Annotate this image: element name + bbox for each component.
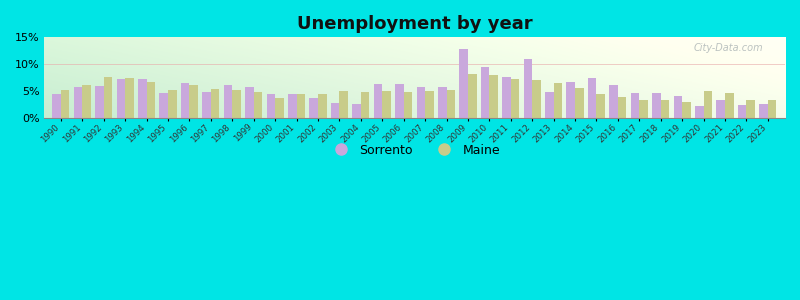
Bar [382,91,391,118]
Bar [331,103,339,118]
Bar [339,91,348,118]
Bar [481,67,490,118]
Bar [82,85,91,118]
Bar [738,105,746,118]
Bar [181,83,190,118]
Bar [361,92,370,118]
Bar [532,80,541,118]
Bar [759,103,768,118]
Bar [168,89,177,118]
Bar [610,85,618,118]
Bar [524,59,532,118]
Bar [138,79,146,118]
Bar [768,100,777,118]
Bar [597,94,605,118]
Title: Unemployment by year: Unemployment by year [297,15,532,33]
Bar [674,96,682,118]
Bar [74,87,82,118]
Bar [502,77,510,118]
Bar [310,98,318,118]
Bar [117,79,125,118]
Bar [224,85,232,118]
Bar [725,93,734,118]
Bar [159,93,168,118]
Bar [297,94,305,118]
Bar [104,77,112,118]
Bar [438,87,446,118]
Bar [490,75,498,118]
Bar [404,92,412,118]
Bar [245,87,254,118]
Bar [446,89,455,118]
Bar [95,86,104,118]
Bar [639,100,648,118]
Bar [288,94,297,118]
Bar [266,94,275,118]
Bar [554,83,562,118]
Bar [352,103,361,118]
Bar [695,106,703,118]
Bar [588,78,597,118]
Bar [395,84,404,118]
Bar [318,94,326,118]
Bar [618,97,626,118]
Bar [202,92,211,118]
Bar [566,82,575,118]
Bar [52,94,61,118]
Text: City-Data.com: City-Data.com [693,43,762,53]
Bar [661,100,670,118]
Bar [125,78,134,118]
Bar [146,82,155,118]
Bar [545,92,554,118]
Bar [232,89,241,118]
Bar [61,90,70,118]
Bar [717,100,725,118]
Bar [417,87,425,118]
Bar [746,100,755,118]
Bar [630,93,639,118]
Bar [190,85,198,118]
Bar [374,84,382,118]
Bar [211,89,219,118]
Bar [652,93,661,118]
Bar [275,98,284,118]
Bar [510,79,519,118]
Bar [254,92,262,118]
Legend: Sorrento, Maine: Sorrento, Maine [323,139,506,162]
Bar [459,49,468,118]
Bar [682,102,690,118]
Bar [468,74,477,118]
Bar [575,88,584,118]
Bar [425,91,434,118]
Bar [703,91,712,118]
